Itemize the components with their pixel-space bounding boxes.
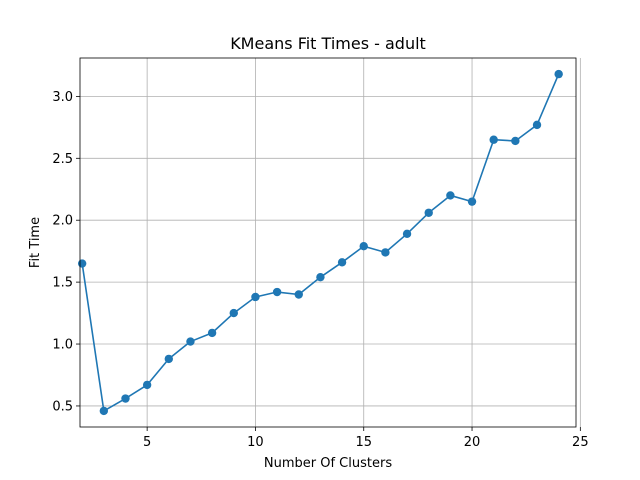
grid-layer bbox=[80, 58, 581, 427]
data-point bbox=[207, 328, 217, 338]
data-point bbox=[359, 242, 368, 251]
x-tick-label: 20 bbox=[464, 435, 481, 450]
data-point bbox=[164, 354, 174, 364]
y-tick-label: 1.0 bbox=[52, 338, 73, 353]
x-tick-label: 25 bbox=[572, 435, 589, 450]
data-point bbox=[446, 191, 455, 200]
data-point bbox=[511, 136, 520, 146]
y-tick-label: 3.0 bbox=[52, 90, 73, 105]
data-point bbox=[142, 380, 152, 390]
y-tick-label: 2.0 bbox=[52, 214, 73, 229]
data-point bbox=[532, 120, 542, 130]
plot-area-frame bbox=[79, 57, 577, 428]
data-point bbox=[381, 248, 390, 257]
data-point bbox=[229, 308, 238, 318]
data-point bbox=[251, 292, 260, 302]
x-tick-label: 5 bbox=[143, 435, 151, 450]
data-point bbox=[337, 258, 347, 267]
data-point bbox=[99, 406, 109, 416]
y-tick-label: 1.5 bbox=[52, 276, 73, 291]
x-tick-label: 15 bbox=[355, 435, 372, 450]
data-point bbox=[489, 135, 498, 144]
y-tick-label: 0.5 bbox=[52, 399, 73, 414]
x-axis-label: Number Of Clusters bbox=[264, 456, 392, 471]
data-point bbox=[402, 229, 412, 239]
data-point bbox=[294, 290, 303, 299]
data-point bbox=[467, 197, 477, 206]
x-tick-label: 10 bbox=[247, 435, 264, 450]
data-point bbox=[554, 69, 563, 79]
chart-title: KMeans Fit Times - adult bbox=[230, 34, 426, 53]
data-point bbox=[272, 287, 282, 297]
data-point bbox=[121, 394, 130, 403]
ticks-layer: 5 10 15 20 25 0.5 1.0 1.5 2.0 2.5 3.0 bbox=[52, 90, 588, 450]
data-point bbox=[424, 208, 433, 217]
series-layer bbox=[77, 69, 563, 416]
data-point bbox=[316, 272, 325, 282]
data-point bbox=[186, 337, 195, 346]
y-axis-label: Fit Time bbox=[28, 217, 43, 268]
data-point bbox=[77, 259, 87, 268]
y-tick-label: 2.5 bbox=[52, 152, 73, 167]
